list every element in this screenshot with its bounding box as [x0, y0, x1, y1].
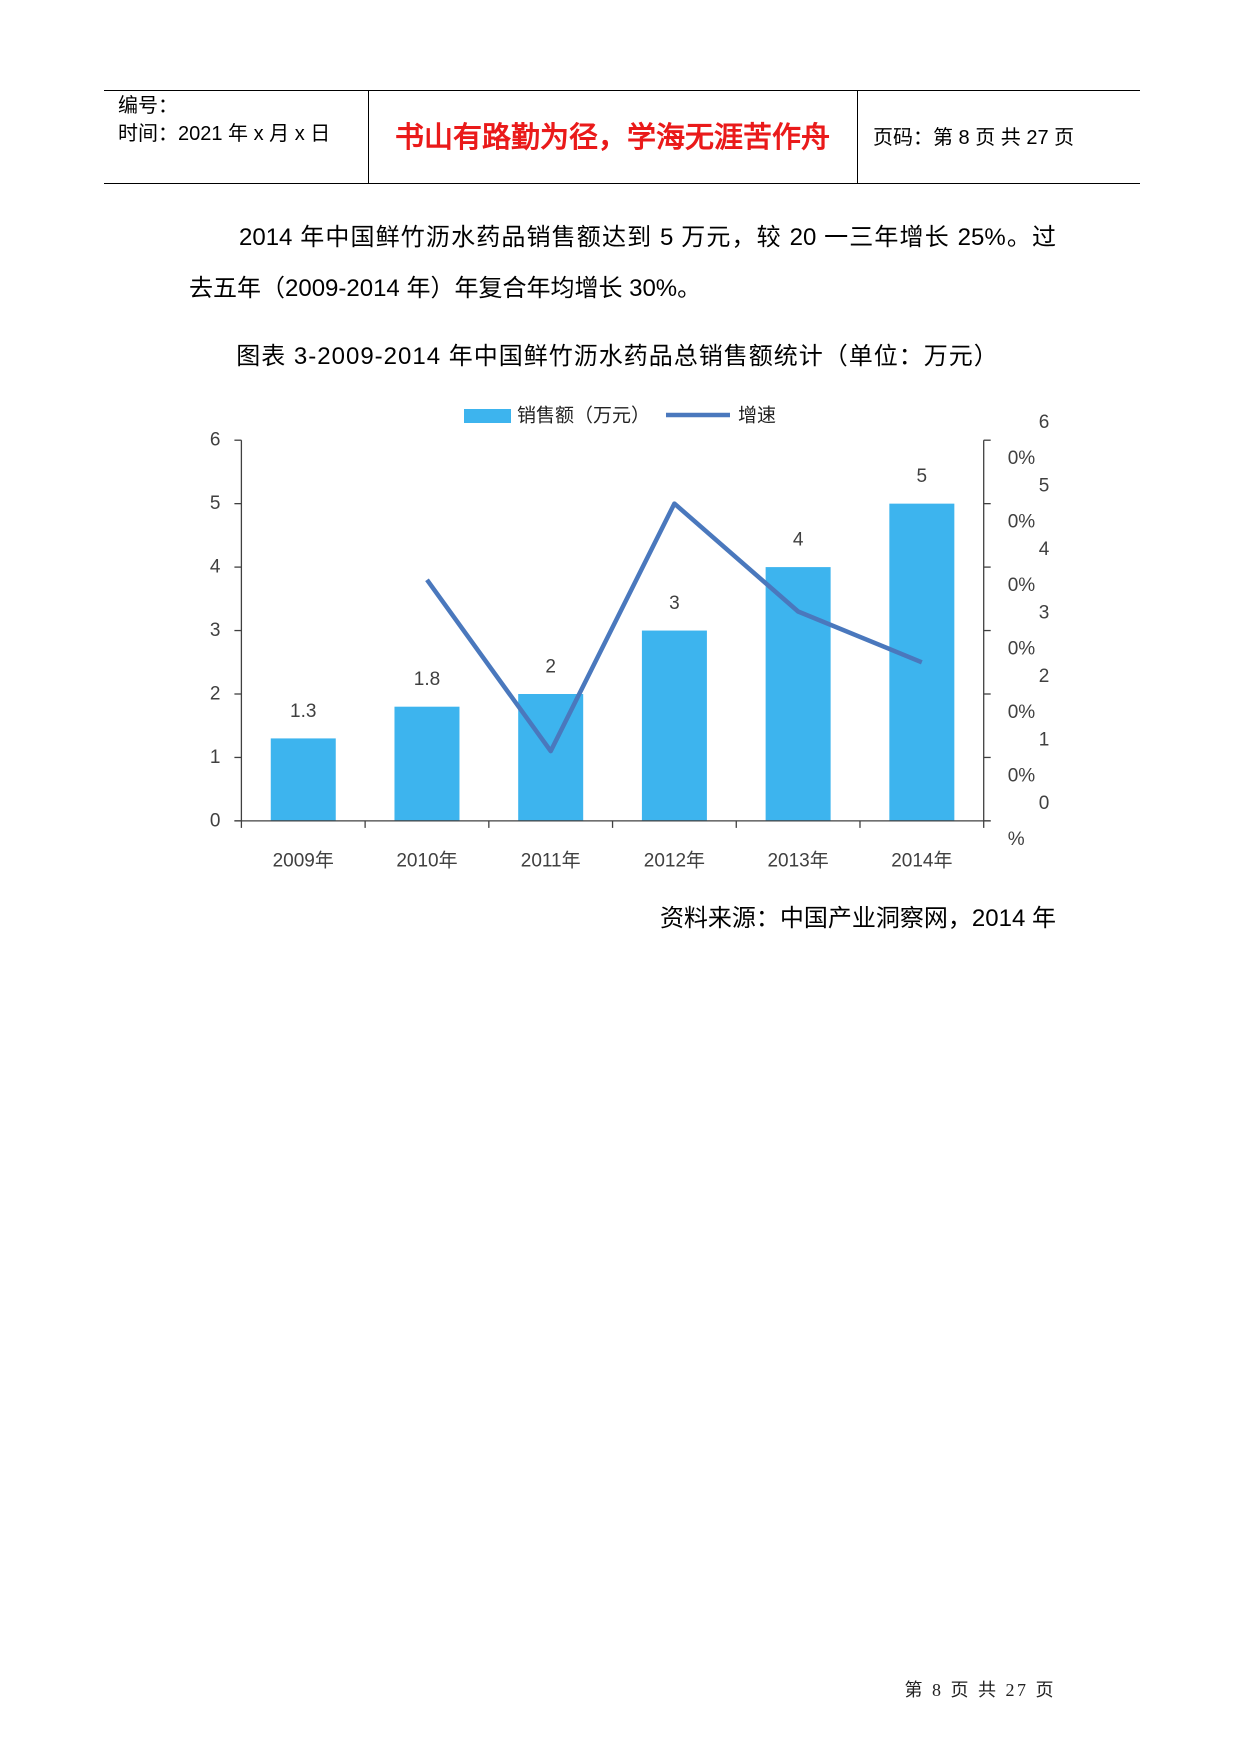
- right-axis-tick-label-part: 1: [1039, 729, 1050, 750]
- sales-bar: [394, 706, 460, 821]
- bar-data-label: 5: [917, 466, 928, 487]
- right-axis-tick-label: 4 0%: [1008, 539, 1050, 596]
- right-axis-tick-label-part: 0%: [1008, 702, 1036, 723]
- right-axis-tick-label-part: 0: [1039, 792, 1050, 813]
- right-axis-tick-label: 0%: [1008, 792, 1050, 849]
- legend-label-growth: 增速: [738, 405, 776, 427]
- sales-bar: [518, 694, 584, 821]
- right-axis-tick-label-part: 0%: [1008, 575, 1036, 596]
- bar-data-label: 2: [545, 657, 556, 678]
- right-axis-tick-label-part: 4: [1039, 539, 1050, 560]
- right-axis-tick-label-part: 2: [1039, 666, 1050, 687]
- bar-data-labels: 1.3 1.8 2 3 4 5: [290, 466, 927, 722]
- right-axis-tick-label: 5 0%: [1008, 475, 1050, 532]
- x-axis-tick-label: 2010年: [396, 849, 457, 871]
- bar-data-label: 1.8: [414, 669, 440, 690]
- bar-data-label: 4: [793, 530, 804, 551]
- x-axis-tick-label: 2012年: [644, 849, 705, 871]
- bar-data-label: 3: [669, 593, 680, 614]
- x-axis-tick-label: 2013年: [767, 849, 828, 871]
- right-axis-tick-label-part: 0%: [1008, 511, 1036, 532]
- legend-label-sales: 销售额（万元）: [517, 405, 650, 427]
- sales-bar: [889, 503, 955, 821]
- paragraph-line: 2014 年中国鲜竹沥水药品销售额达到 5 万元，较 20 一三年增长 25%。…: [239, 224, 1056, 251]
- right-axis-tick-label: 6 0%: [1008, 412, 1050, 469]
- left-axis-tick-label: 5: [210, 493, 221, 514]
- x-axis-tick-label: 2014年: [891, 849, 952, 871]
- right-axis-tick-label-part: 5: [1039, 475, 1050, 496]
- data-source: 资料来源：中国产业洞察网，2014 年: [659, 905, 1056, 932]
- left-axis-tick-label: 3: [210, 620, 221, 641]
- left-axis-tick-label: 0: [210, 810, 221, 831]
- bar-data-label: 1.3: [290, 701, 316, 722]
- growth-line: [425, 501, 923, 754]
- left-axis-tick-label: 6: [210, 430, 221, 451]
- left-axis-tick-label: 1: [210, 747, 221, 768]
- left-axis-tick-label: 4: [210, 557, 221, 578]
- right-axis-tick-label: 3 0%: [1008, 602, 1050, 659]
- sales-bar: [765, 567, 831, 821]
- figure-caption: 图表 3-2009-2014 年中国鲜竹沥水药品总销售额统计（单位：万元）: [236, 343, 999, 370]
- header-divider: [368, 91, 369, 183]
- right-axis-tick-label-part: 0%: [1008, 638, 1036, 659]
- page-footer: 第 8 页 共 27 页: [904, 1680, 1056, 1700]
- chart-legend: 销售额（万元） 增速: [464, 405, 776, 427]
- right-axis-tick-label: 2 0%: [1008, 666, 1050, 723]
- right-axis-tick-label-part: 0%: [1008, 765, 1036, 786]
- right-axis-tick-label-part: 6: [1039, 412, 1050, 433]
- right-axis-tick-label: 1 0%: [1008, 729, 1050, 786]
- sales-bar: [270, 738, 336, 821]
- x-axis-tick-label: 2011年: [521, 849, 581, 871]
- paragraph-line: 去五年（2009-2014 年）年复合年均增长 30%。: [189, 275, 702, 302]
- legend-bar-swatch: [464, 409, 511, 423]
- time-label: 时间：2021 年 x 月 x 日: [118, 123, 331, 145]
- right-axis-tick-label-part: %: [1008, 828, 1025, 849]
- x-axis-tick-label: 2009年: [273, 849, 334, 871]
- right-axis-tick-label-part: 3: [1039, 602, 1050, 623]
- left-axis-tick-label: 2: [210, 684, 221, 705]
- header-divider: [857, 91, 858, 183]
- right-axis-tick-label-part: 0%: [1008, 448, 1036, 469]
- serial-label: 编号：: [118, 95, 178, 117]
- motto: 书山有路勤为径，学海无涯苦作舟: [394, 122, 830, 154]
- header-table: 编号： 时间：2021 年 x 月 x 日 书山有路勤为径，学海无涯苦作舟 页码…: [104, 90, 1140, 184]
- page-info: 页码：第 8 页 共 27 页: [873, 127, 1075, 149]
- bar-series: [270, 503, 955, 821]
- sales-bar: [641, 630, 707, 821]
